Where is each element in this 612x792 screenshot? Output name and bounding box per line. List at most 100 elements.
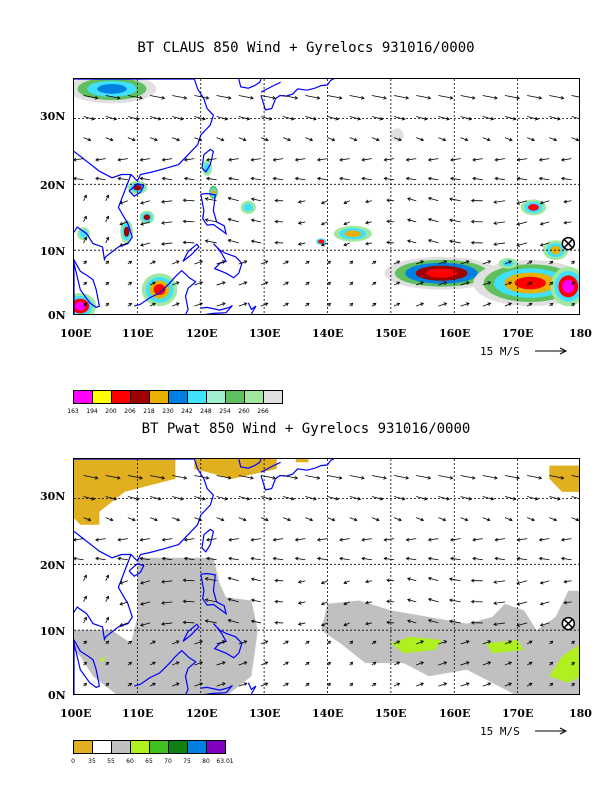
wind-vector (282, 640, 289, 645)
wind-vector (449, 599, 461, 603)
wind-vector-head (274, 198, 278, 203)
wind-vector-head (119, 200, 124, 205)
wind-vector-head (227, 576, 232, 581)
wind-vector-head (420, 661, 424, 665)
wind-vector-head (338, 475, 343, 480)
wind-vector (260, 281, 268, 286)
colorbar-label: 218 (143, 408, 155, 415)
wind-vector-head (204, 218, 209, 222)
wind-vector-head (487, 302, 492, 306)
wind-vector (493, 580, 506, 583)
wind-vector-head (228, 556, 232, 561)
wind-vector (516, 221, 528, 225)
wind-vector (416, 682, 424, 687)
colorbar-label: 60 (126, 758, 134, 765)
wind-vector-head (117, 95, 121, 100)
panel1-lon-170e: 170E (502, 327, 534, 340)
wind-vector-head (140, 601, 144, 606)
wind-vector-head (220, 517, 225, 522)
wind-vector-head (427, 157, 432, 162)
wind-vector (119, 200, 128, 204)
coastline (200, 572, 228, 616)
wind-vector (149, 496, 161, 500)
wind-vector (516, 601, 528, 605)
wind-vector (216, 517, 224, 521)
wind-vector (127, 517, 136, 521)
wind-vector-head (250, 556, 255, 561)
wind-vector (393, 475, 409, 479)
precipitable-water-contour (74, 459, 176, 525)
wind-vector (140, 580, 151, 584)
wind-vector (438, 281, 447, 286)
wind-vector (105, 617, 109, 624)
wind-vector-head (516, 475, 520, 480)
wind-vector (393, 302, 400, 307)
wind-vector-head (534, 496, 539, 501)
wind-vector-head (95, 537, 99, 542)
wind-vector (438, 116, 450, 120)
coastline (128, 183, 145, 197)
wind-vector-head (182, 620, 187, 625)
wind-vector-head (294, 475, 299, 480)
wind-vector-head (335, 116, 339, 121)
panel2-lon-120e: 120E (186, 707, 218, 720)
wind-vector (305, 95, 320, 99)
wind-vector-head (386, 219, 390, 224)
wind-vector (83, 496, 95, 500)
wind-vector-head (335, 496, 339, 501)
wind-vector (83, 137, 91, 141)
wind-vector (172, 302, 180, 307)
wind-vector-head (204, 239, 209, 243)
wind-vector (571, 496, 579, 499)
wind-vector (205, 578, 217, 582)
wind-vector-head (228, 157, 232, 162)
wind-vector-head (557, 116, 561, 121)
wind-vector (118, 538, 128, 541)
wind-vector (140, 557, 151, 561)
wind-vector-head (285, 302, 289, 307)
wind-vector-head (339, 537, 343, 542)
wind-vector (339, 158, 350, 161)
wind-vector (393, 95, 409, 99)
wind-vector-head (379, 116, 384, 121)
wind-vector (74, 177, 84, 181)
wind-vector (216, 95, 231, 99)
wind-vector-head (83, 302, 88, 307)
wind-vector (140, 242, 151, 246)
wind-vector-head (250, 197, 255, 202)
wind-vector (561, 158, 572, 161)
wind-vector (260, 137, 269, 141)
wind-vector (349, 116, 361, 120)
wind-vector-head (465, 682, 470, 686)
wind-vector (460, 260, 470, 265)
wind-vector-head (183, 176, 188, 181)
wind-vector-head (297, 199, 302, 204)
wind-vector (282, 517, 291, 521)
wind-vector-head (383, 475, 387, 480)
wind-vector-head (274, 578, 278, 583)
colorbar-swatch (130, 390, 150, 404)
wind-vector-head (465, 281, 470, 285)
wind-vector (95, 177, 106, 181)
wind-vector-head (139, 157, 144, 162)
wind-vector (407, 219, 417, 223)
wind-vector-head (83, 194, 87, 199)
colorbar-label: 206 (124, 408, 136, 415)
wind-vector-head (105, 236, 110, 241)
wind-vector (260, 116, 272, 120)
wind-vector-head (152, 661, 156, 666)
wind-vector-head (139, 556, 144, 561)
wind-vector-head (331, 137, 336, 142)
wind-vector-head (113, 116, 118, 121)
wind-vector (428, 577, 439, 582)
wind-vector (74, 538, 84, 541)
wind-vector-head (316, 537, 321, 542)
wind-vector (172, 260, 180, 265)
wind-vector-head (516, 581, 521, 585)
wind-vector (194, 496, 206, 500)
wind-vector (539, 538, 550, 541)
wind-vector-head (516, 176, 521, 181)
wind-vector (343, 622, 350, 626)
wind-vector-head (227, 475, 232, 480)
wind-vector (238, 496, 250, 500)
